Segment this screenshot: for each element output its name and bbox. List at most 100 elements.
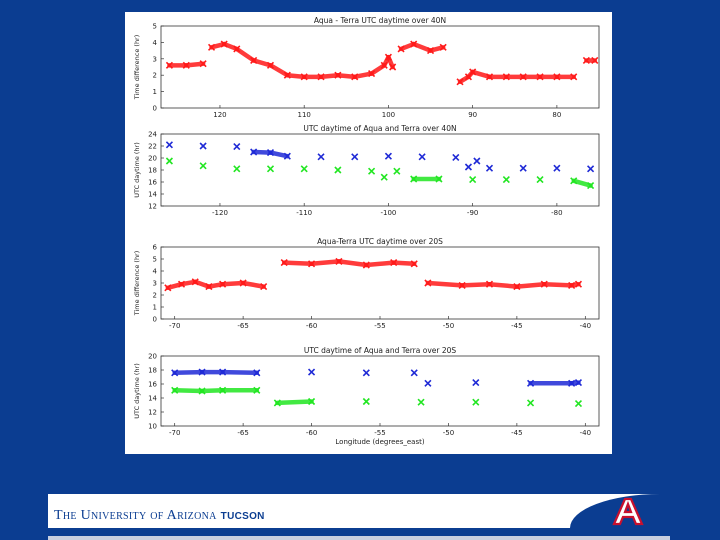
series-segment-1-1-14 <box>571 178 593 188</box>
data-point-3-0-6 <box>410 369 418 377</box>
x-tick-label-3-6: -40 <box>580 429 591 437</box>
plot-frame-1 <box>160 133 600 207</box>
data-point-2-0-14 <box>458 281 466 289</box>
series-segment-2-0-0 <box>165 281 184 291</box>
data-point-1-0-16 <box>587 165 595 173</box>
data-point-0-0-25 <box>502 73 510 81</box>
data-point-1-1-7 <box>380 173 388 181</box>
data-point-1-0-11 <box>464 163 473 171</box>
series-segment-2-0-2 <box>192 279 212 289</box>
data-point-0-0-13 <box>368 69 376 78</box>
data-point-1-0-0 <box>165 141 173 149</box>
y-tick-label-0-5: 5 <box>153 23 157 31</box>
x-axis-label-3: Longitude (degrees_east) <box>335 438 424 446</box>
data-point-3-0-4 <box>307 368 316 376</box>
x-tick-label-2-2: -60 <box>306 322 317 330</box>
series-segment-1-0-3 <box>251 149 273 155</box>
footer-band <box>48 528 670 536</box>
y-tick-label-1-6: 24 <box>148 131 157 139</box>
x-tick-label-3-5: -45 <box>511 429 522 437</box>
data-point-2-0-12 <box>410 260 418 268</box>
data-point-3-1-8 <box>472 398 480 406</box>
data-point-1-1-13 <box>536 176 544 184</box>
data-point-2-0-4 <box>219 280 227 288</box>
data-point-3-1-1 <box>198 387 206 395</box>
series-segment-2-0-17 <box>542 281 574 288</box>
data-point-1-1-15 <box>587 182 595 190</box>
series-segment-0-0-19 <box>428 45 446 53</box>
series-segment-0-0-6 <box>251 58 273 68</box>
y-tick-label-2-0: 0 <box>153 316 157 324</box>
y-tick-label-0-0: 0 <box>153 105 157 113</box>
campus-name: TUCSON <box>220 511 265 522</box>
data-point-1-0-1 <box>199 142 207 150</box>
plot-frame-0 <box>160 25 600 109</box>
data-point-2-0-19 <box>574 280 583 288</box>
data-point-0-0-9 <box>300 73 308 81</box>
x-tick-label-0-2: 100 <box>382 111 395 119</box>
data-point-3-0-1 <box>198 368 206 376</box>
series-segment-2-0-1 <box>179 279 198 287</box>
university-name: The University of Arizona TUCSON <box>54 508 265 524</box>
data-point-1-1-2 <box>233 165 241 173</box>
data-point-0-0-20 <box>439 43 447 51</box>
x-tick-label-2-1: -65 <box>237 322 248 330</box>
y-tick-label-1-3: 18 <box>148 167 157 175</box>
y-tick-label-1-2: 16 <box>148 179 157 187</box>
series-segment-2-0-15 <box>487 281 520 289</box>
data-point-3-1-2 <box>219 386 227 394</box>
data-point-3-0-5 <box>362 369 370 377</box>
series-segment-0-0-17 <box>398 41 416 52</box>
data-point-0-0-14 <box>380 61 388 69</box>
y-axis-label-3: UTC daytime (hr) <box>133 363 141 419</box>
y-tick-label-3-4: 18 <box>148 367 157 375</box>
data-point-0-0-23 <box>469 68 477 76</box>
chart-title-2: Aqua-Terra UTC daytime over 20S <box>317 237 443 246</box>
data-point-1-1-0 <box>165 157 173 165</box>
y-tick-label-2-1: 1 <box>153 304 157 312</box>
series-segment-2-0-10 <box>364 260 396 268</box>
data-point-0-0-0 <box>165 61 173 69</box>
charts-canvas: Aqua - Terra UTC daytime over 40N Time di… <box>133 16 600 446</box>
series-segment-0-0-18 <box>411 41 433 53</box>
data-point-3-1-6 <box>362 397 370 406</box>
data-point-2-0-18 <box>568 281 576 289</box>
data-point-1-0-4 <box>266 149 275 157</box>
series-segment-0-0-10 <box>318 72 341 80</box>
x-tick-label-2-3: -55 <box>374 322 385 330</box>
data-point-2-0-17 <box>540 280 548 288</box>
series-segment-2-0-3 <box>206 281 225 289</box>
data-point-1-1-14 <box>570 177 578 185</box>
data-point-2-0-1 <box>177 280 186 288</box>
data-point-0-0-6 <box>250 56 258 65</box>
data-point-1-1-10 <box>435 175 443 183</box>
series-segment-2-0-4 <box>220 280 246 287</box>
data-point-2-0-6 <box>260 283 268 291</box>
x-tick-label-0-1: 110 <box>298 111 311 119</box>
data-point-1-1-5 <box>334 166 342 174</box>
data-point-0-0-31 <box>591 56 599 65</box>
data-point-1-1-9 <box>410 175 418 183</box>
y-tick-label-1-5: 22 <box>148 143 157 151</box>
data-point-1-0-15 <box>553 164 561 172</box>
data-point-0-0-7 <box>266 61 275 69</box>
x-tick-label-1-4: -80 <box>551 209 562 217</box>
data-point-2-0-3 <box>205 283 213 291</box>
x-tick-label-3-3: -55 <box>374 429 385 437</box>
data-point-0-0-8 <box>283 71 291 79</box>
data-point-1-1-12 <box>502 176 510 184</box>
data-point-1-0-9 <box>418 153 426 161</box>
y-tick-label-3-1: 12 <box>148 409 157 417</box>
data-point-2-0-5 <box>239 279 247 287</box>
data-point-3-1-3 <box>253 386 261 394</box>
data-point-0-0-12 <box>351 73 359 81</box>
series-segment-2-0-11 <box>391 260 417 267</box>
y-tick-label-3-2: 14 <box>148 395 157 403</box>
data-point-0-0-24 <box>485 73 494 81</box>
data-point-0-0-10 <box>317 73 325 81</box>
data-point-0-0-30 <box>582 56 590 65</box>
data-point-1-1-6 <box>368 167 376 175</box>
data-point-3-1-10 <box>574 400 583 408</box>
university-a-logo-icon <box>612 497 644 526</box>
series-segment-0-0-12 <box>352 71 374 80</box>
